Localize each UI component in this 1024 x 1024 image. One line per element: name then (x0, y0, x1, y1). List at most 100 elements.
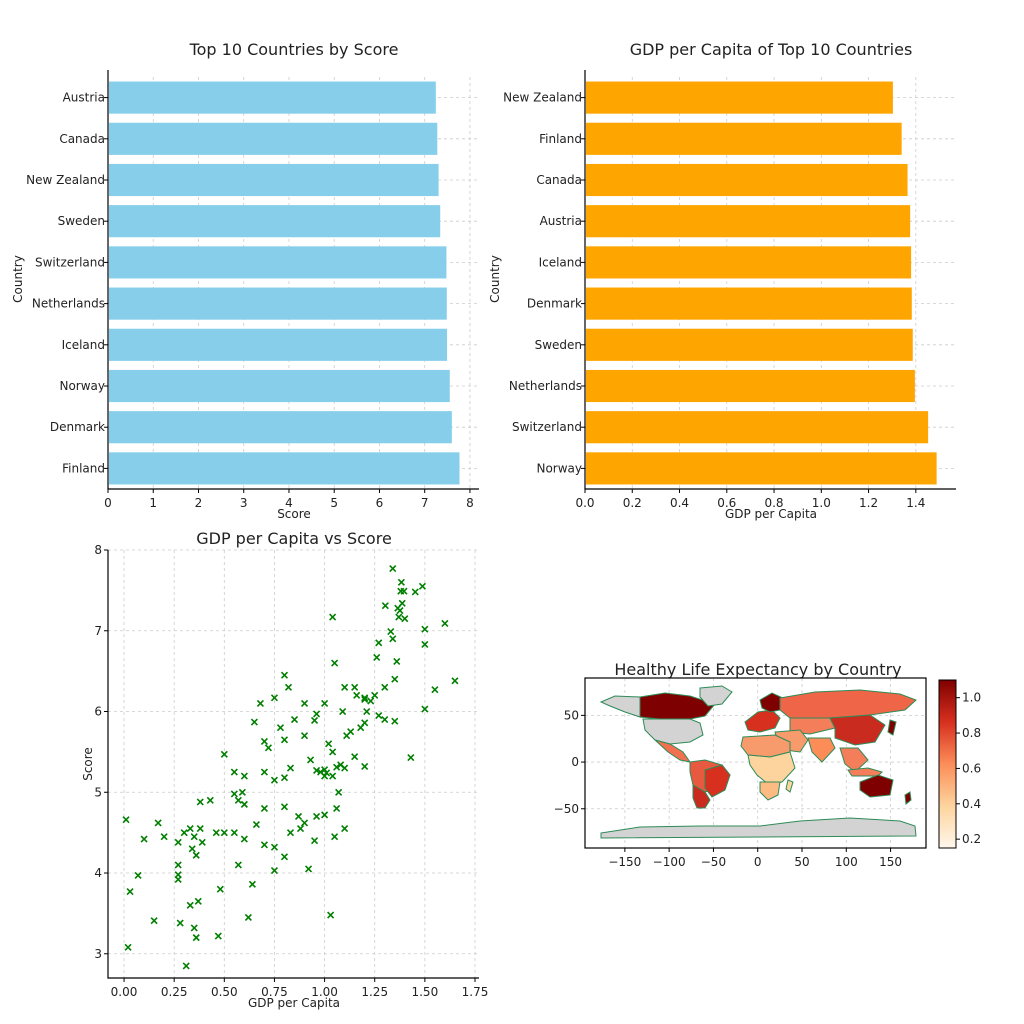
colorbar-tick-label: 0.6 (962, 761, 981, 775)
scatter-point (284, 683, 293, 691)
scatter-point (329, 748, 337, 756)
scatter-point (154, 819, 162, 827)
scatter-point (421, 625, 429, 633)
x-tick-labels: 0.00 0.25 0.50 0.75 1.00 1.25 1.50 1.75 (111, 978, 489, 999)
bar-new-zealand (109, 163, 439, 197)
bar-new-zealand (586, 81, 893, 114)
scatter-point (441, 619, 449, 628)
y-tick-label: Netherlands (509, 379, 582, 393)
scatter-point (180, 829, 188, 837)
y-axis-label: Score (81, 747, 95, 781)
region-russia (779, 689, 917, 719)
scatter-point (367, 697, 375, 705)
bar-netherlands (109, 287, 447, 320)
colorbar-tick-label: 0.8 (962, 726, 981, 740)
chart-top10-score: Top 10 Countries by Score Austria Canada N… (11, 40, 479, 521)
bar-switzerland (586, 411, 929, 444)
colorbar-tick-label: 0.2 (962, 832, 981, 846)
scatter-point (421, 705, 429, 713)
x-tick-label: 1.75 (462, 985, 489, 999)
bar-norway (109, 369, 450, 403)
chart-title: Top 10 Countries by Score (189, 40, 399, 59)
bar-canada (109, 122, 438, 155)
bar-denmark (109, 411, 452, 444)
scatter-point (206, 796, 214, 804)
x-tick-label: 0.2 (623, 496, 642, 510)
scatter-point (381, 716, 389, 724)
y-tick-label: Norway (59, 379, 105, 393)
scatter-point (361, 762, 369, 770)
scatter-point (363, 707, 371, 716)
chart-life-expectancy-map: Healthy Life Expectancy by Country (554, 660, 981, 869)
scatter-point (230, 790, 238, 798)
bar-finland (109, 452, 460, 485)
y-tick-label: Iceland (62, 338, 105, 352)
y-tick-label: Iceland (539, 255, 582, 269)
x-tick-label: 1.0 (812, 496, 831, 510)
bar-switzerland (109, 246, 447, 279)
scatter-point (310, 837, 319, 845)
y-tick-label: New Zealand (26, 173, 105, 187)
y-tick-label: Austria (540, 214, 582, 228)
scatter-point (280, 803, 289, 811)
scatter-point (160, 833, 168, 841)
scatter-point (389, 565, 397, 573)
x-tick-label: 0.75 (261, 985, 288, 999)
scatter-point (300, 699, 309, 707)
scatter-point (126, 888, 134, 896)
region-antarctica (600, 817, 917, 839)
x-tick-label: 1.2 (859, 496, 878, 510)
scatter-point (329, 772, 337, 780)
scatter-point (244, 913, 252, 921)
scatter-point (341, 764, 349, 772)
x-tick-label: 5 (330, 496, 338, 510)
y-tick-label: −50 (554, 802, 579, 816)
bar-sweden (586, 328, 913, 361)
x-tick-label: 6 (376, 496, 384, 510)
scatter-point (192, 851, 200, 859)
scatter-point (400, 587, 408, 595)
y-axis-label: Country (488, 255, 502, 303)
scatter-point (270, 867, 279, 875)
region-india (807, 737, 836, 763)
bars (586, 81, 937, 485)
x-tick-label: 1 (149, 496, 157, 510)
scatter-point (451, 677, 459, 685)
scatter-point (371, 691, 379, 699)
scatter-point (304, 865, 313, 873)
region-canada (639, 692, 716, 720)
y-tick-label: Switzerland (512, 420, 582, 434)
scatter-point (214, 932, 222, 940)
scatter-point (294, 812, 303, 821)
scatter-point (333, 804, 341, 812)
scatter-point (300, 819, 309, 827)
scatter-point (329, 613, 337, 621)
x-tick-label: 0.50 (211, 985, 238, 999)
region-japan (887, 719, 897, 736)
x-tick-labels: 0.0 0.2 0.4 0.6 0.8 1.0 1.2 1.4 (575, 489, 925, 510)
scatter-point (134, 871, 142, 880)
chart-title: GDP per Capita of Top 10 Countries (630, 40, 913, 59)
y-tick-label: Canada (59, 132, 105, 146)
x-tick-labels: 0 1 2 3 4 5 6 7 8 (104, 489, 474, 510)
x-tick-label: −50 (701, 855, 726, 869)
y-tick-label: Denmark (527, 297, 582, 311)
region-central-asia (789, 717, 836, 735)
x-tick-label: −150 (608, 855, 641, 869)
scatter-point (312, 766, 321, 775)
world-map (599, 685, 917, 839)
scatter-point (321, 699, 329, 707)
bar-iceland (109, 328, 448, 361)
scatter-point (230, 768, 238, 776)
x-tick-label: 0 (104, 496, 112, 510)
scatter-point (188, 845, 196, 853)
axes-spines (107, 70, 479, 490)
bar-iceland (586, 246, 912, 279)
scatter-point (124, 943, 132, 951)
bar-sweden (109, 205, 441, 238)
region-usa (642, 718, 704, 745)
x-tick-label: 1.4 (906, 496, 925, 510)
scatter-point (196, 825, 204, 833)
x-tick-label: 1.25 (361, 985, 388, 999)
